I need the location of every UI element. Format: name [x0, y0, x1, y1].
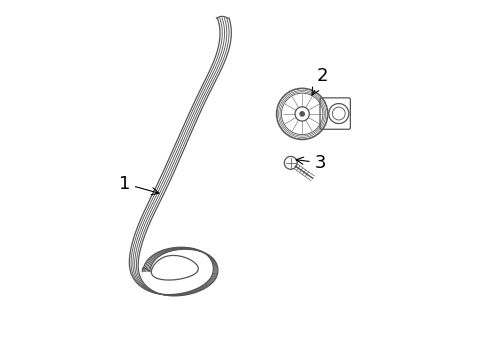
- Text: 2: 2: [312, 67, 329, 95]
- Circle shape: [300, 112, 304, 116]
- Text: 3: 3: [296, 154, 326, 172]
- Text: 1: 1: [119, 175, 159, 195]
